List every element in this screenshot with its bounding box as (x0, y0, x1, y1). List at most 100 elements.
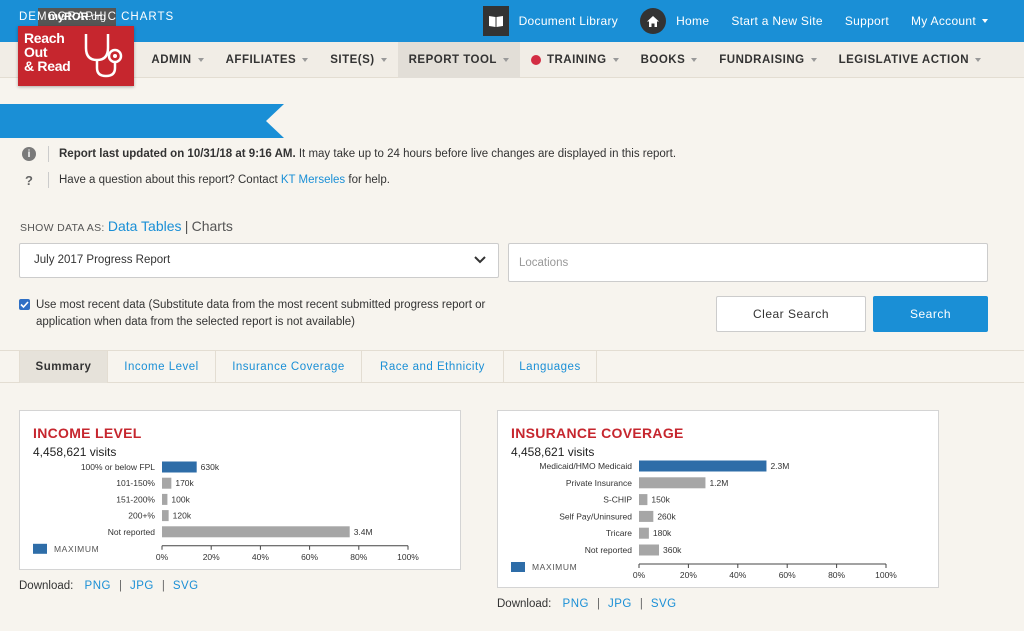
help-row: ? Have a question about this report? Con… (22, 172, 390, 188)
nav-sites[interactable]: SITE(S) (319, 42, 397, 78)
category-label: 200+% (128, 511, 155, 521)
home-link[interactable]: Home (640, 8, 709, 34)
question-icon: ? (25, 172, 33, 188)
category-label: Not reported (108, 527, 156, 537)
chevron-down-icon (975, 58, 981, 62)
document-library-link[interactable]: Document Library (482, 6, 619, 36)
x-tick-label: 60% (779, 570, 796, 580)
category-label: Self Pay/Uninsured (559, 511, 632, 521)
page-title: DEMOGRAPHIC CHARTS (19, 11, 175, 23)
bar (639, 527, 649, 539)
stethoscope-icon (84, 34, 123, 78)
nav-books-label: BOOKS (640, 54, 686, 66)
help-text: Have a question about this report? Conta… (59, 174, 390, 186)
support-label: Support (844, 14, 889, 28)
data-label: 150k (651, 495, 670, 505)
tab-income-level[interactable]: Income Level (108, 351, 216, 383)
show-data-toggle: SHOW DATA AS: Data Tables | Charts (20, 218, 233, 234)
nav-books[interactable]: BOOKS (630, 42, 709, 78)
search-button[interactable]: Search (873, 296, 988, 332)
download-png-link[interactable]: PNG (562, 598, 589, 610)
bar (162, 526, 350, 538)
data-tables-link[interactable]: Data Tables (107, 218, 182, 234)
legend-label: MAXIMUM (532, 562, 577, 572)
category-label: 100% or below FPL (81, 462, 155, 472)
download-jpg-link[interactable]: JPG (129, 580, 154, 592)
download-jpg-link[interactable]: JPG (607, 598, 632, 610)
chevron-down-icon (691, 58, 698, 62)
charts-current: Charts (191, 218, 233, 234)
x-tick-label: 20% (203, 552, 220, 562)
x-tick-label: 100% (875, 570, 897, 580)
contact-link[interactable]: KT Merseles (280, 174, 346, 186)
main-nav: ADMIN AFFILIATES SITE(S) REPORT TOOL TRA… (0, 42, 1024, 78)
download-svg-link[interactable]: SVG (172, 580, 199, 592)
chevron-down-icon (502, 58, 509, 62)
document-library-label: Document Library (518, 14, 619, 28)
category-label: Medicaid/HMO Medicaid (539, 461, 632, 471)
tab-insurance-coverage[interactable]: Insurance Coverage (216, 351, 362, 383)
bar (639, 460, 767, 472)
info-icon: i (22, 147, 36, 161)
most-recent-data-label: Use most recent data (Substitute data fr… (36, 299, 486, 328)
divider (48, 172, 49, 188)
data-label: 120k (173, 511, 192, 521)
tab-race-and-ethnicity[interactable]: Race and Ethnicity (362, 351, 504, 383)
tab-languages[interactable]: Languages (504, 351, 597, 383)
my-account-label: My Account (910, 14, 976, 28)
home-icon (640, 8, 667, 34)
nav-legislative-action-label: LEGISLATIVE ACTION (838, 54, 969, 66)
reach-out-and-read-logo[interactable]: Reach Out & Read (18, 26, 134, 86)
nav-report-tool-label: REPORT TOOL (408, 54, 497, 66)
divider: | (596, 598, 600, 610)
bar (162, 477, 172, 489)
locations-input[interactable] (508, 243, 988, 282)
report-updated-text: Report last updated on 10/31/18 at 9:16 … (59, 148, 676, 160)
legend-label: MAXIMUM (54, 544, 99, 554)
nav-legislative-action[interactable]: LEGISLATIVE ACTION (828, 42, 992, 78)
nav-training[interactable]: TRAINING (520, 42, 630, 78)
bar (639, 494, 648, 506)
chevron-down-icon (612, 58, 619, 62)
show-data-label: SHOW DATA AS: (20, 222, 105, 234)
download-svg-link[interactable]: SVG (650, 598, 677, 610)
x-tick-label: 0% (633, 570, 646, 580)
nav-fundraising[interactable]: FUNDRAISING (708, 42, 827, 78)
bar (162, 461, 197, 473)
x-tick-label: 40% (729, 570, 746, 580)
divider: | (118, 580, 122, 592)
site-name: myROR (48, 11, 89, 23)
data-label: 1.2M (709, 478, 728, 488)
download-png-link[interactable]: PNG (84, 580, 111, 592)
report-select[interactable]: July 2017 Progress Report (19, 243, 499, 278)
support-link[interactable]: Support (845, 14, 889, 28)
x-tick-label: 20% (680, 570, 697, 580)
my-account-menu[interactable]: My Account (911, 14, 988, 28)
download-label: Download: (497, 598, 552, 610)
clear-search-button[interactable]: Clear Search (716, 296, 866, 332)
chart-tabs: Summary Income Level Insurance Coverage … (0, 350, 1024, 383)
nav-admin-label: ADMIN (151, 54, 192, 66)
bar (639, 510, 654, 522)
chevron-down-icon (474, 256, 486, 264)
start-new-site-link[interactable]: Start a New Site (731, 14, 823, 28)
x-tick-label: 80% (350, 552, 367, 562)
nav-report-tool[interactable]: REPORT TOOL (397, 42, 520, 78)
income-level-chart: 100% or below FPL 630k 101-150% 170k 151-200… (33, 461, 419, 562)
divider: | (639, 598, 643, 610)
chevron-down-icon (302, 58, 309, 62)
x-tick-label: 40% (252, 552, 269, 562)
nav-affiliates[interactable]: AFFILIATES (215, 42, 320, 78)
most-recent-data-checkbox[interactable] (19, 299, 30, 310)
report-updated-bold: Report last updated on 10/31/18 at 9:16 … (59, 148, 296, 160)
x-tick-label: 0% (156, 552, 169, 562)
home-label: Home (676, 14, 710, 28)
top-nav: Document Library Home Start a New Site S… (482, 0, 1024, 42)
data-label: 2.3M (770, 461, 789, 471)
site-name-suffix: .org (88, 11, 106, 23)
tab-summary[interactable]: Summary (19, 351, 108, 383)
logo-line-1: Reach (24, 30, 65, 46)
nav-admin[interactable]: ADMIN (140, 42, 214, 78)
x-tick-label: 80% (828, 570, 845, 580)
site-name-tag[interactable]: myROR .org (38, 8, 116, 26)
